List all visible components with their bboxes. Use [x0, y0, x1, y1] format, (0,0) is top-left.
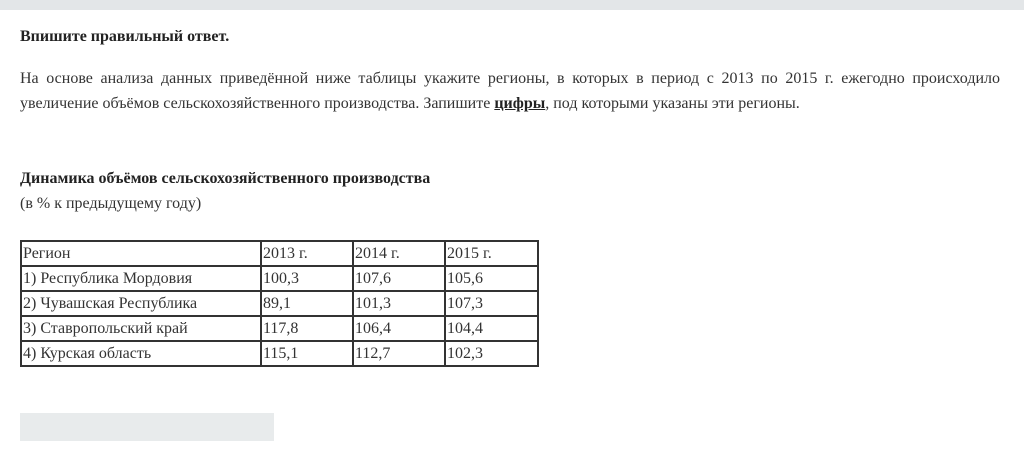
table-row: 2) Чувашская Республика 89,1 101,3 107,3	[20, 290, 539, 317]
table-cell: 106,4	[352, 315, 446, 342]
task-text-start: На основе анализа данных приведённой ниж…	[20, 70, 1000, 112]
task-text-end: , под которыми указаны эти регионы.	[545, 95, 800, 112]
header-cell: Регион	[20, 240, 262, 267]
table-cell: 117,8	[260, 315, 354, 342]
table-cell: 102,3	[444, 340, 539, 367]
table-cell: 89,1	[260, 290, 354, 317]
table-cell: 104,4	[444, 315, 539, 342]
table-cell: 1) Республика Мордовия	[20, 265, 262, 292]
table-cell: 105,6	[444, 265, 539, 292]
data-table: Регион 2013 г. 2014 г. 2015 г. 1) Респуб…	[20, 240, 539, 367]
table-row: 3) Ставропольский край 117,8 106,4 104,4	[20, 315, 539, 342]
answer-input[interactable]	[20, 413, 274, 441]
task-text-emphasis: цифры	[494, 95, 546, 112]
top-bar	[0, 0, 1024, 10]
table-cell: 115,1	[260, 340, 354, 367]
table-cell: 112,7	[352, 340, 446, 367]
table-cell: 107,3	[444, 290, 539, 317]
table-cell: 101,3	[352, 290, 446, 317]
table-cell: 2) Чувашская Республика	[20, 290, 262, 317]
header-cell: 2015 г.	[444, 240, 539, 267]
table-cell: 4) Курская область	[20, 340, 262, 367]
table-subtitle: (в % к предыдущему году)	[20, 195, 202, 212]
table-row: 4) Курская область 115,1 112,7 102,3	[20, 340, 539, 367]
table-cell: 3) Ставропольский край	[20, 315, 262, 342]
task-title: Впишите правильный ответ.	[20, 28, 230, 45]
header-cell: 2013 г.	[260, 240, 354, 267]
table-cell: 107,6	[352, 265, 446, 292]
table-cell: 100,3	[260, 265, 354, 292]
table-title: Динамика объёмов сельскохозяйственного п…	[20, 170, 431, 187]
table-row: 1) Республика Мордовия 100,3 107,6 105,6	[20, 265, 539, 292]
header-cell: 2014 г.	[352, 240, 446, 267]
table-header-row: Регион 2013 г. 2014 г. 2015 г.	[20, 240, 539, 267]
task-text: На основе анализа данных приведённой ниж…	[20, 66, 1000, 116]
table-caption: Динамика объёмов сельскохозяйственного п…	[20, 166, 430, 216]
